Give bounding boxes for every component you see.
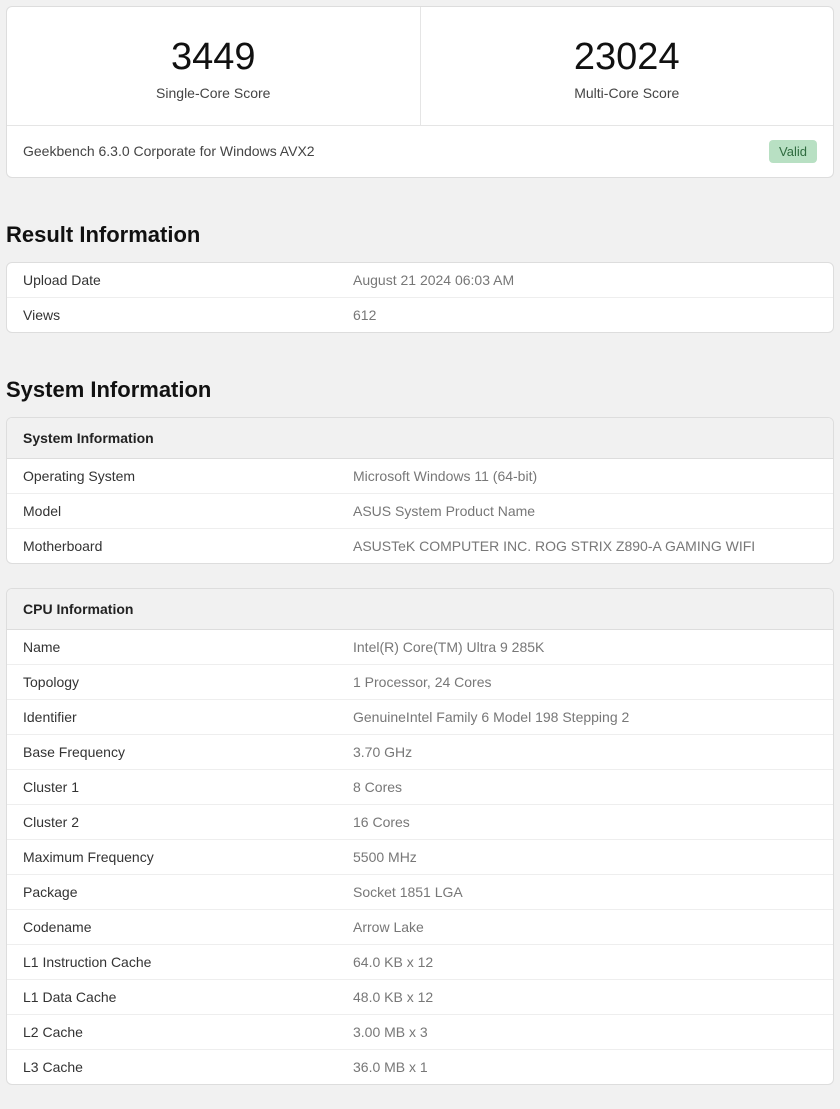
table-row: Operating SystemMicrosoft Windows 11 (64… xyxy=(7,459,833,494)
system-info-card: System InformationOperating SystemMicros… xyxy=(6,417,834,564)
row-key: Cluster 2 xyxy=(23,814,353,830)
table-row: Cluster 216 Cores xyxy=(7,805,833,840)
table-row: L1 Data Cache48.0 KB x 12 xyxy=(7,980,833,1015)
table-header: System Information xyxy=(7,418,833,459)
table-row: Cluster 18 Cores xyxy=(7,770,833,805)
single-core-score: 3449 xyxy=(17,37,410,79)
table-row: Upload DateAugust 21 2024 06:03 AM xyxy=(7,263,833,298)
row-key: Name xyxy=(23,639,353,655)
row-key: Base Frequency xyxy=(23,744,353,760)
row-key: Package xyxy=(23,884,353,900)
row-key: Topology xyxy=(23,674,353,690)
row-key: Upload Date xyxy=(23,272,353,288)
table-row: IdentifierGenuineIntel Family 6 Model 19… xyxy=(7,700,833,735)
table-row: CodenameArrow Lake xyxy=(7,910,833,945)
row-value: Arrow Lake xyxy=(353,919,817,935)
result-info-card: Upload DateAugust 21 2024 06:03 AMViews6… xyxy=(6,262,834,333)
table-row: L3 Cache36.0 MB x 1 xyxy=(7,1050,833,1084)
row-value: 36.0 MB x 1 xyxy=(353,1059,817,1075)
row-value: 3.00 MB x 3 xyxy=(353,1024,817,1040)
table-row: Topology1 Processor, 24 Cores xyxy=(7,665,833,700)
row-key: Maximum Frequency xyxy=(23,849,353,865)
system-info-heading: System Information xyxy=(6,377,834,403)
result-info-heading: Result Information xyxy=(6,222,834,248)
multi-core-score: 23024 xyxy=(431,37,824,79)
row-key: L2 Cache xyxy=(23,1024,353,1040)
table-row: MotherboardASUSTeK COMPUTER INC. ROG STR… xyxy=(7,529,833,563)
row-value: Socket 1851 LGA xyxy=(353,884,817,900)
table-row: L2 Cache3.00 MB x 3 xyxy=(7,1015,833,1050)
row-value: Microsoft Windows 11 (64-bit) xyxy=(353,468,817,484)
row-key: L1 Data Cache xyxy=(23,989,353,1005)
row-key: Identifier xyxy=(23,709,353,725)
row-value: ASUS System Product Name xyxy=(353,503,817,519)
row-value: 5500 MHz xyxy=(353,849,817,865)
row-key: Cluster 1 xyxy=(23,779,353,795)
cpu-info-card: CPU InformationNameIntel(R) Core(TM) Ult… xyxy=(6,588,834,1085)
version-text: Geekbench 6.3.0 Corporate for Windows AV… xyxy=(23,143,315,159)
row-value: Intel(R) Core(TM) Ultra 9 285K xyxy=(353,639,817,655)
scores-card: 3449 Single-Core Score 23024 Multi-Core … xyxy=(6,6,834,178)
row-value: August 21 2024 06:03 AM xyxy=(353,272,817,288)
table-row: PackageSocket 1851 LGA xyxy=(7,875,833,910)
single-core-label: Single-Core Score xyxy=(17,85,410,101)
table-row: Base Frequency3.70 GHz xyxy=(7,735,833,770)
row-key: Views xyxy=(23,307,353,323)
table-row: NameIntel(R) Core(TM) Ultra 9 285K xyxy=(7,630,833,665)
row-value: 16 Cores xyxy=(353,814,817,830)
table-row: L1 Instruction Cache64.0 KB x 12 xyxy=(7,945,833,980)
row-key: Motherboard xyxy=(23,538,353,554)
row-value: 612 xyxy=(353,307,817,323)
row-value: 64.0 KB x 12 xyxy=(353,954,817,970)
multi-core-label: Multi-Core Score xyxy=(431,85,824,101)
row-key: Codename xyxy=(23,919,353,935)
row-value: ASUSTeK COMPUTER INC. ROG STRIX Z890-A G… xyxy=(353,538,817,554)
row-key: L3 Cache xyxy=(23,1059,353,1075)
table-row: ModelASUS System Product Name xyxy=(7,494,833,529)
row-value: 8 Cores xyxy=(353,779,817,795)
row-value: 3.70 GHz xyxy=(353,744,817,760)
row-key: Model xyxy=(23,503,353,519)
table-row: Views612 xyxy=(7,298,833,332)
row-value: 1 Processor, 24 Cores xyxy=(353,674,817,690)
row-key: Operating System xyxy=(23,468,353,484)
table-header: CPU Information xyxy=(7,589,833,630)
scores-footer: Geekbench 6.3.0 Corporate for Windows AV… xyxy=(7,125,833,177)
valid-badge: Valid xyxy=(769,140,817,163)
row-key: L1 Instruction Cache xyxy=(23,954,353,970)
row-value: GenuineIntel Family 6 Model 198 Stepping… xyxy=(353,709,817,725)
table-row: Maximum Frequency5500 MHz xyxy=(7,840,833,875)
multi-core-cell: 23024 Multi-Core Score xyxy=(420,7,834,125)
scores-row: 3449 Single-Core Score 23024 Multi-Core … xyxy=(7,7,833,125)
row-value: 48.0 KB x 12 xyxy=(353,989,817,1005)
single-core-cell: 3449 Single-Core Score xyxy=(7,7,420,125)
